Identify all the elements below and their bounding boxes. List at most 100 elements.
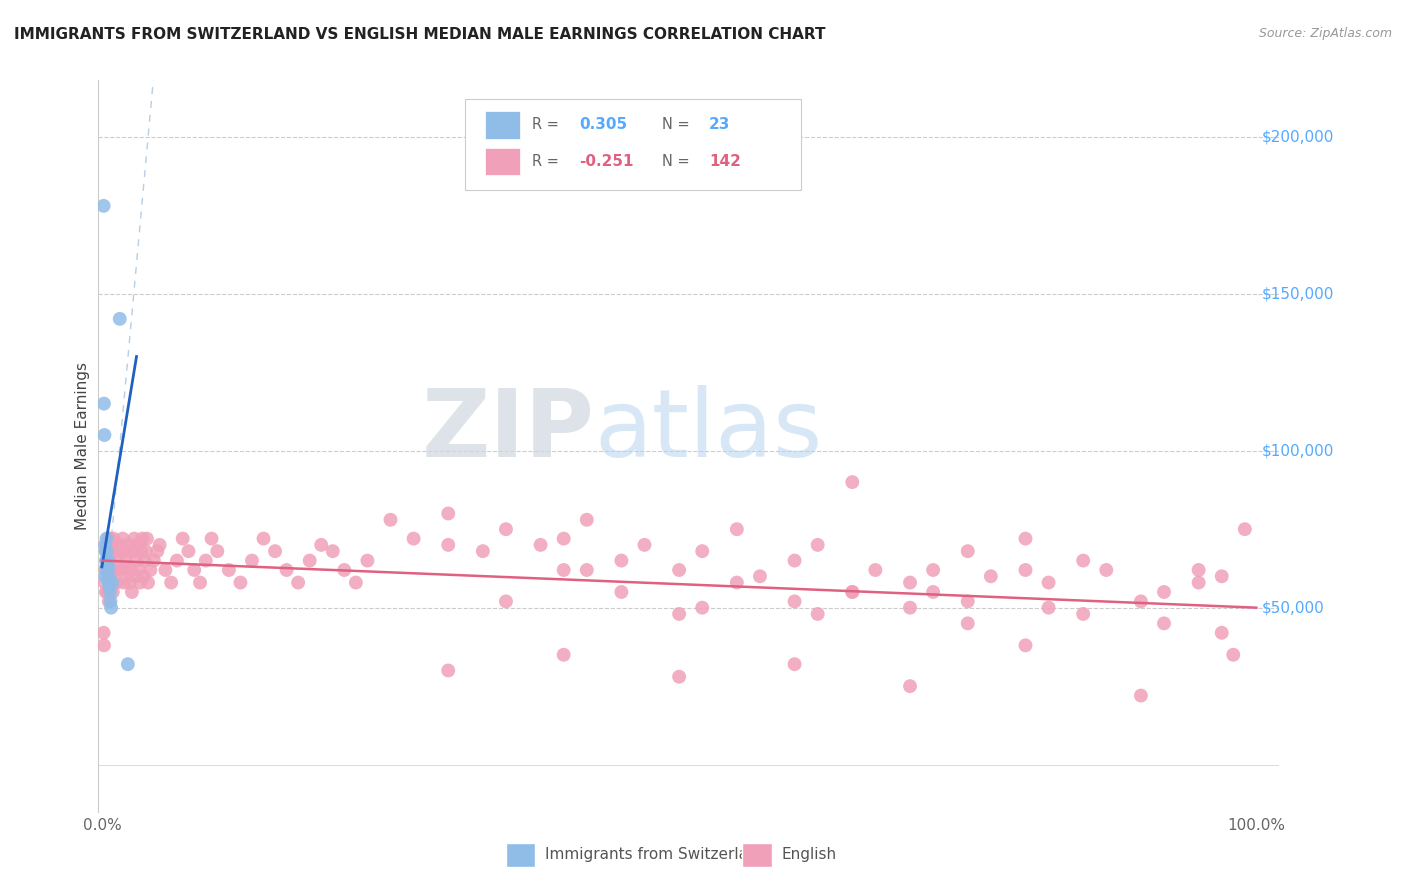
Point [93,199,115,213]
Point [111,532,134,546]
Point [229,575,252,590]
Text: ZIP: ZIP [422,385,595,477]
Point [1038,575,1060,590]
Point [783,553,806,567]
Point [553,648,575,662]
Point [97,569,120,583]
Point [1038,600,1060,615]
Text: IMMIGRANTS FROM SWITZERLAND VS ENGLISH MEDIAN MALE EARNINGS CORRELATION CHART: IMMIGRANTS FROM SWITZERLAND VS ENGLISH M… [14,27,825,42]
Point [922,585,945,599]
Point [146,544,169,558]
Text: $50,000: $50,000 [1263,600,1324,615]
Text: R =: R = [531,118,564,132]
Point [160,575,183,590]
Point [94,575,117,590]
Point [177,544,200,558]
Point [93,638,115,652]
Point [96,553,118,567]
Point [898,679,921,693]
Point [97,553,120,567]
Point [898,600,921,615]
Point [97,575,120,590]
Point [105,575,128,590]
Point [841,585,863,599]
Text: N =: N = [662,154,695,169]
Point [1129,594,1152,608]
Text: 142: 142 [709,154,741,169]
Point [100,594,122,608]
Point [100,538,122,552]
Point [120,563,142,577]
Text: -0.251: -0.251 [579,154,634,169]
Point [287,575,309,590]
Point [807,538,830,552]
Point [276,563,298,577]
Point [668,607,690,621]
Point [344,575,367,590]
Point [1188,563,1211,577]
Point [956,616,979,631]
Text: 100.0%: 100.0% [1227,818,1285,833]
Point [1129,689,1152,703]
Point [690,600,713,615]
Point [725,575,748,590]
Point [98,579,121,593]
Text: $100,000: $100,000 [1263,443,1334,458]
Point [128,563,150,577]
Point [309,538,332,552]
Point [96,563,118,577]
Point [98,585,121,599]
Point [437,507,460,521]
Point [668,563,690,577]
Point [104,563,127,577]
Point [240,553,263,567]
Point [183,563,205,577]
Point [495,522,517,536]
Point [117,538,139,552]
Point [142,553,165,567]
Point [553,563,575,577]
Point [97,559,120,574]
Point [135,532,157,546]
Bar [506,843,536,867]
Point [380,513,402,527]
Text: 0.305: 0.305 [579,118,627,132]
Point [110,544,132,558]
Point [783,657,806,672]
Point [107,553,129,567]
Point [1014,532,1036,546]
Point [96,538,118,552]
Point [402,532,425,546]
Point [129,544,152,558]
Point [134,553,156,567]
Point [117,544,139,558]
Point [252,532,274,546]
Point [139,563,162,577]
Text: atlas: atlas [595,385,823,477]
Point [101,544,124,558]
Point [922,563,945,577]
Point [101,585,124,599]
Point [129,575,152,590]
Point [93,428,115,442]
Point [172,532,194,546]
Point [807,607,830,621]
Text: English: English [782,847,837,863]
Point [100,575,122,590]
Point [865,563,887,577]
Point [118,575,141,590]
Point [298,553,321,567]
Point [1095,563,1118,577]
Point [166,553,188,567]
Point [264,544,287,558]
Text: $200,000: $200,000 [1263,129,1334,145]
Point [980,569,1002,583]
Point [748,569,770,583]
Text: 23: 23 [709,118,730,132]
Point [1153,616,1175,631]
Point [97,553,120,567]
Point [114,553,136,567]
Point [122,544,145,558]
Point [200,532,222,546]
Text: 0.0%: 0.0% [83,818,121,833]
